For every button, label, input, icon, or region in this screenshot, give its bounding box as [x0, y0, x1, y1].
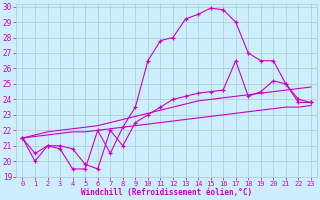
X-axis label: Windchill (Refroidissement éolien,°C): Windchill (Refroidissement éolien,°C)	[81, 188, 252, 197]
